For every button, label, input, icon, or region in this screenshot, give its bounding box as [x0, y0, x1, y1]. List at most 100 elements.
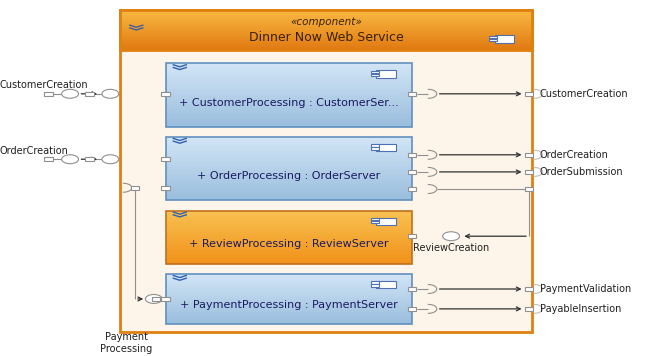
Bar: [166, 302, 412, 304]
Bar: [85, 157, 94, 162]
Bar: [166, 217, 412, 219]
Bar: [120, 47, 533, 48]
Bar: [371, 145, 379, 147]
Bar: [120, 16, 533, 17]
Bar: [166, 86, 412, 89]
Bar: [377, 144, 396, 151]
Bar: [166, 296, 412, 298]
Bar: [166, 280, 412, 282]
Circle shape: [102, 155, 119, 164]
Bar: [408, 307, 417, 311]
Bar: [166, 298, 412, 300]
Bar: [166, 122, 412, 124]
Bar: [166, 185, 412, 188]
Bar: [408, 234, 417, 239]
Text: «component»: «component»: [290, 17, 362, 27]
Bar: [120, 33, 533, 34]
Bar: [120, 40, 533, 41]
Bar: [120, 15, 533, 16]
Bar: [120, 34, 533, 35]
Bar: [408, 170, 417, 174]
Bar: [166, 238, 412, 240]
Bar: [166, 320, 412, 322]
Bar: [377, 70, 396, 78]
Bar: [166, 228, 412, 230]
Bar: [377, 281, 396, 288]
Bar: [371, 74, 379, 76]
Text: OrderCreation: OrderCreation: [0, 146, 69, 156]
Bar: [166, 183, 412, 185]
Bar: [166, 195, 412, 198]
Bar: [166, 71, 412, 74]
Bar: [120, 29, 533, 30]
Bar: [166, 234, 412, 236]
Bar: [131, 185, 140, 190]
Bar: [166, 74, 412, 76]
Bar: [166, 262, 412, 264]
Bar: [166, 155, 412, 157]
Bar: [166, 236, 412, 238]
Text: OrderSubmission: OrderSubmission: [540, 167, 624, 177]
Bar: [166, 314, 412, 316]
Bar: [120, 21, 533, 22]
Bar: [120, 38, 533, 39]
Bar: [120, 12, 533, 13]
Bar: [166, 63, 412, 66]
Bar: [120, 36, 533, 37]
Circle shape: [145, 294, 162, 303]
Bar: [166, 284, 412, 286]
Bar: [166, 150, 412, 152]
Bar: [166, 226, 412, 228]
Bar: [166, 89, 412, 91]
Bar: [45, 157, 53, 162]
Text: + OrderProcessing : OrderServer: + OrderProcessing : OrderServer: [197, 171, 381, 181]
Bar: [166, 145, 412, 147]
Bar: [166, 160, 412, 162]
Bar: [166, 312, 412, 314]
Circle shape: [102, 89, 119, 98]
Bar: [120, 27, 533, 28]
Bar: [166, 124, 412, 127]
Bar: [166, 66, 412, 68]
Bar: [120, 20, 533, 21]
Bar: [166, 94, 412, 96]
Bar: [166, 137, 412, 140]
Text: PaymentValidation: PaymentValidation: [540, 284, 631, 294]
Text: Payment
Processing: Payment Processing: [100, 333, 153, 354]
Bar: [166, 188, 412, 190]
Bar: [166, 219, 412, 221]
Bar: [408, 91, 417, 96]
Bar: [120, 10, 533, 50]
Bar: [166, 119, 412, 122]
Bar: [120, 48, 533, 49]
Bar: [166, 247, 412, 249]
Bar: [166, 294, 412, 296]
Bar: [166, 162, 412, 165]
Bar: [120, 32, 533, 33]
Text: PayableInsertion: PayableInsertion: [540, 304, 622, 314]
Bar: [120, 22, 533, 23]
Bar: [120, 43, 533, 44]
Bar: [166, 245, 412, 247]
Circle shape: [443, 232, 460, 241]
Bar: [166, 140, 412, 142]
Text: CustomerCreation: CustomerCreation: [540, 89, 629, 99]
Bar: [371, 147, 379, 150]
Bar: [166, 242, 412, 245]
Bar: [166, 99, 412, 101]
Bar: [525, 91, 533, 96]
Bar: [166, 106, 412, 109]
Bar: [489, 38, 497, 41]
Bar: [120, 42, 533, 43]
Bar: [166, 147, 412, 150]
Bar: [120, 46, 533, 47]
Bar: [120, 31, 533, 32]
Bar: [166, 109, 412, 111]
Bar: [166, 114, 412, 117]
Text: + CustomerProcessing : CustomerSer...: + CustomerProcessing : CustomerSer...: [179, 98, 399, 108]
Bar: [525, 170, 533, 174]
Bar: [120, 39, 533, 40]
Bar: [166, 318, 412, 320]
Bar: [166, 322, 412, 324]
Bar: [120, 35, 533, 36]
